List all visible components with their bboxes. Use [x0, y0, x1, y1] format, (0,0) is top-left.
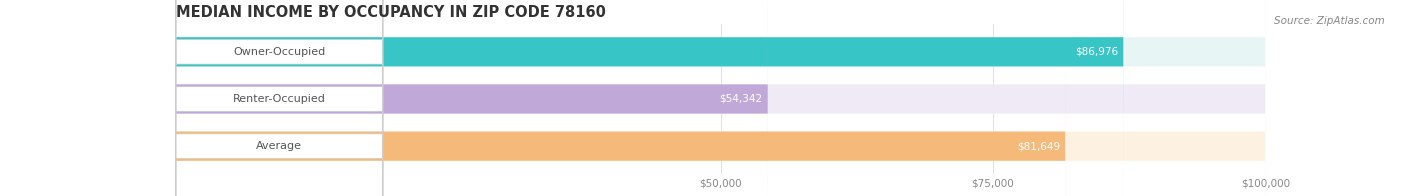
Text: Renter-Occupied: Renter-Occupied: [233, 94, 326, 104]
Text: $86,976: $86,976: [1076, 47, 1118, 57]
FancyBboxPatch shape: [176, 0, 1066, 196]
FancyBboxPatch shape: [176, 0, 1265, 196]
Text: Source: ZipAtlas.com: Source: ZipAtlas.com: [1274, 16, 1385, 26]
Text: Owner-Occupied: Owner-Occupied: [233, 47, 325, 57]
FancyBboxPatch shape: [176, 0, 382, 196]
FancyBboxPatch shape: [176, 0, 1123, 196]
Text: Average: Average: [256, 141, 302, 151]
FancyBboxPatch shape: [176, 0, 768, 196]
Text: MEDIAN INCOME BY OCCUPANCY IN ZIP CODE 78160: MEDIAN INCOME BY OCCUPANCY IN ZIP CODE 7…: [176, 5, 606, 20]
FancyBboxPatch shape: [176, 0, 382, 196]
Text: $81,649: $81,649: [1017, 141, 1060, 151]
Text: $54,342: $54,342: [720, 94, 762, 104]
FancyBboxPatch shape: [176, 0, 1265, 196]
FancyBboxPatch shape: [176, 0, 1265, 196]
FancyBboxPatch shape: [176, 0, 382, 196]
